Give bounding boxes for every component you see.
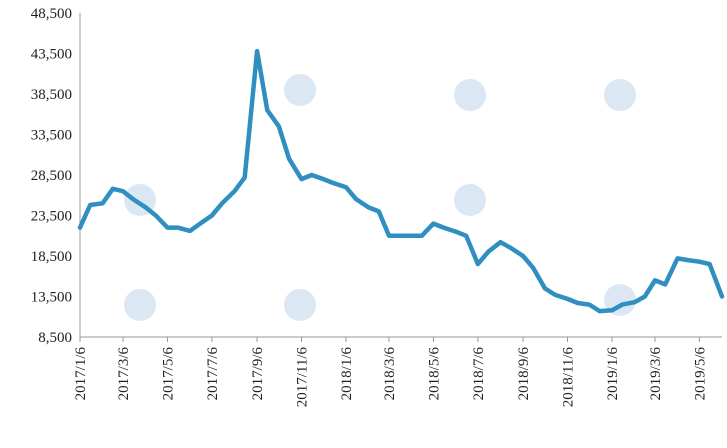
x-tick-label: 2018/3/6 (382, 347, 398, 401)
y-tick-label: 33,500 (31, 128, 72, 144)
x-tick-label: 2018/1/6 (339, 347, 355, 401)
watermark-pin-icon (454, 184, 486, 216)
x-tick-label: 2017/9/6 (250, 347, 266, 401)
watermark-pin-icon (284, 74, 316, 106)
x-tick-label: 2019/3/6 (648, 347, 664, 401)
x-axis-ticks: 2017/1/6 2017/3/6 2017/5/6 2017/7/6 2017/9/6… (73, 337, 708, 407)
y-tick-label: 23,500 (31, 209, 72, 225)
watermark-pin-icon (284, 289, 316, 321)
watermark-pin-icon (604, 79, 636, 111)
watermark-pin-icon (454, 79, 486, 111)
y-tick-label: 43,500 (31, 47, 72, 63)
series-points (79, 51, 723, 312)
x-tick-label: 2019/1/6 (605, 347, 621, 401)
watermark-layer (124, 74, 636, 321)
y-tick-label: 8,500 (38, 330, 72, 346)
y-tick-label: 48,500 (31, 6, 72, 22)
y-tick-label: 38,500 (31, 87, 72, 103)
y-tick-label: 28,500 (31, 168, 72, 184)
x-tick-label: 2017/7/6 (205, 347, 221, 401)
x-tick-label: 2017/11/6 (295, 347, 311, 408)
x-tick-label: 2018/7/6 (471, 347, 487, 401)
x-tick-label: 2019/5/6 (692, 347, 708, 401)
x-tick-label: 2017/3/6 (116, 347, 132, 401)
x-tick-label: 2018/11/6 (561, 347, 577, 408)
x-tick-label: 2017/1/6 (73, 347, 89, 401)
x-tick-label: 2018/5/6 (426, 347, 442, 401)
y-tick-label: 18,500 (31, 249, 72, 265)
x-tick-label: 2018/9/6 (516, 347, 532, 401)
y-tick-label: 13,500 (31, 290, 72, 306)
watermark-pin-icon (124, 289, 156, 321)
y-axis-ticks: 8,500 13,500 18,500 23,500 28,500 33,500 38,50… (31, 6, 72, 346)
x-tick-label: 2017/5/6 (160, 347, 176, 401)
